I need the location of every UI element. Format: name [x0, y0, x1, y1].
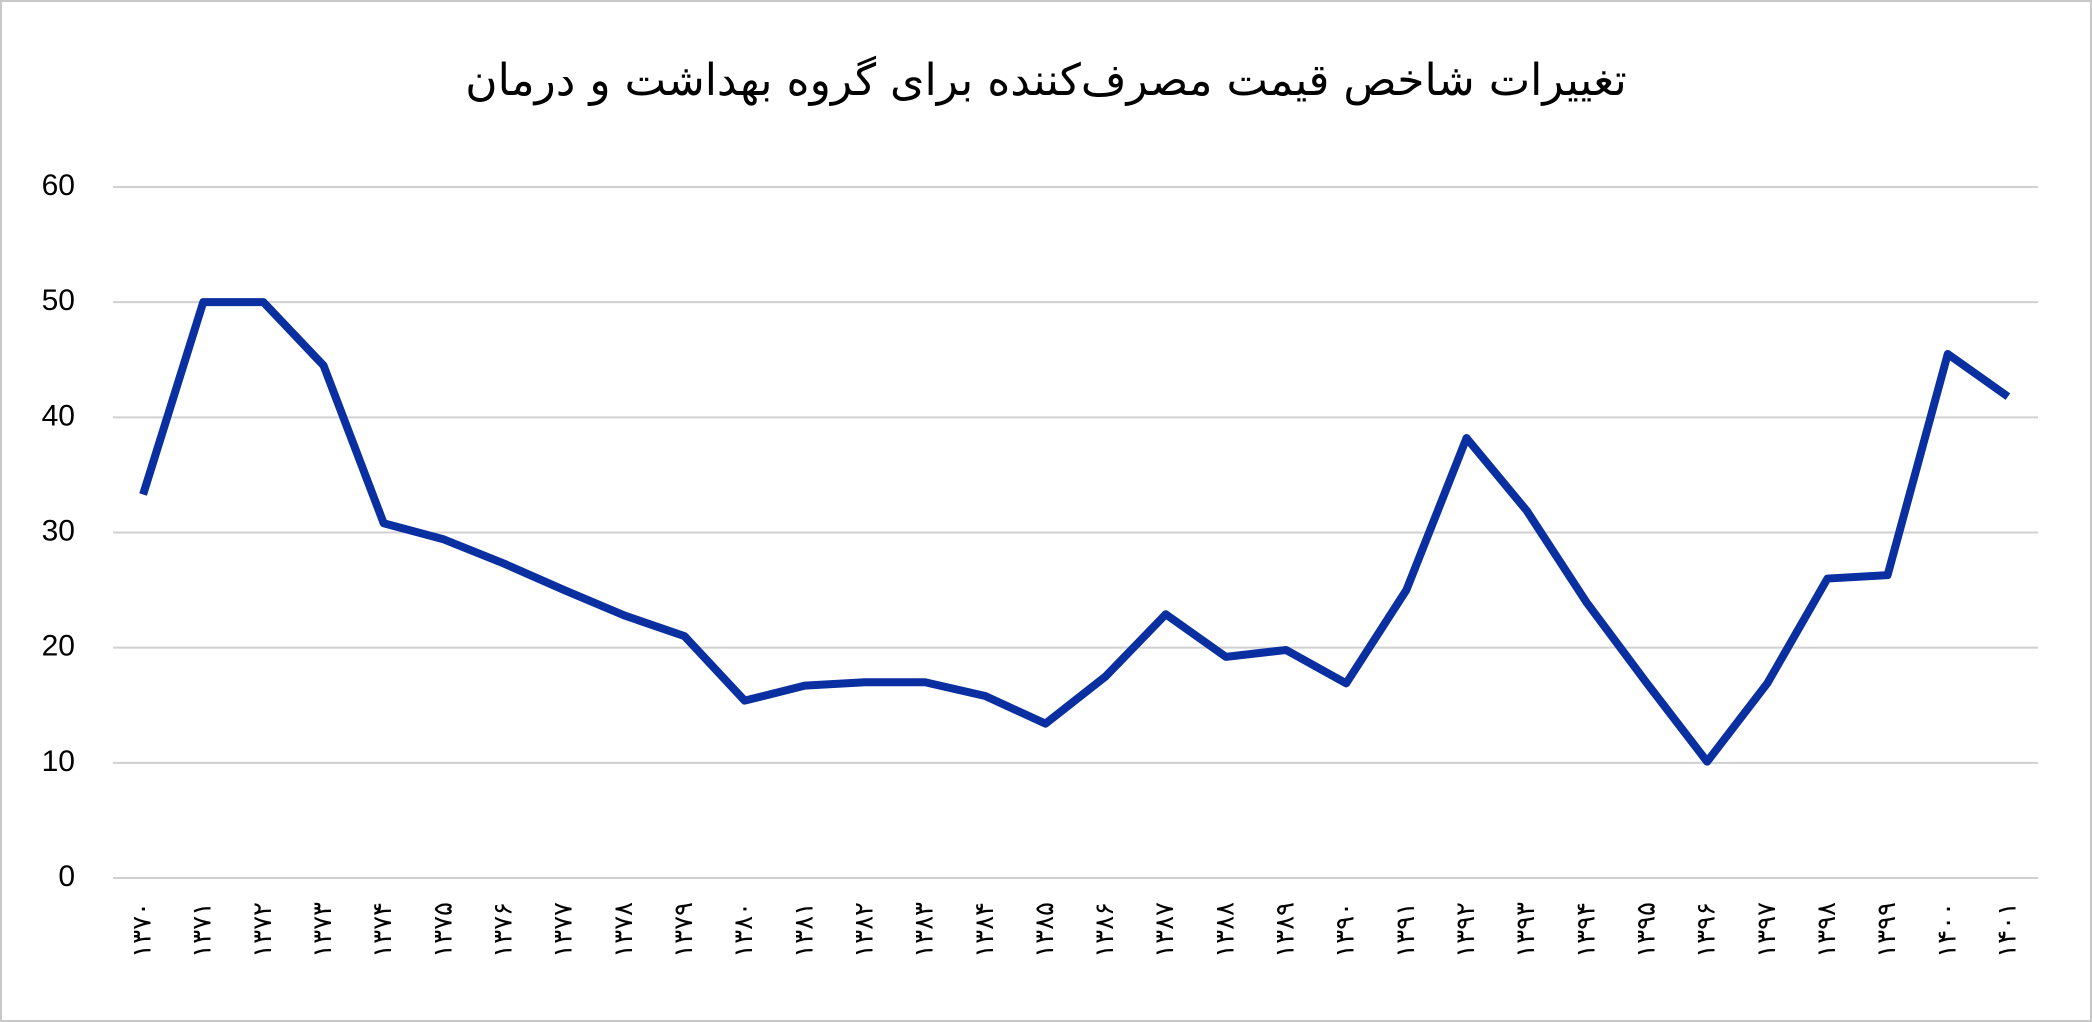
- x-tick-label: ۱۳۸۶: [1090, 902, 1120, 958]
- x-tick-label: ۱۳۸۹: [1271, 902, 1301, 958]
- chart-title: تغییرات شاخص قیمت مصرف‌کننده برای گروه ب…: [465, 55, 1626, 106]
- x-tick-label: ۱۳۷۳: [308, 902, 338, 958]
- x-tick-label: ۱۳۸۰: [729, 902, 759, 958]
- data-line: [139, 298, 2011, 766]
- x-tick-label: ۱۳۹۴: [1571, 902, 1601, 958]
- y-tick-label: 50: [42, 284, 75, 317]
- x-tick-label: ۱۳۸۴: [970, 902, 1000, 958]
- x-tick-label: ۱۳۷۹: [669, 902, 699, 958]
- y-tick-label: 40: [42, 399, 75, 432]
- x-tick-label: ۱۳۸۷: [1150, 902, 1180, 958]
- x-tick-label: ۱۳۹۸: [1812, 902, 1842, 958]
- x-tick-label: ۱۳۷۲: [248, 902, 278, 958]
- x-tick-label: ۱۳۷۵: [428, 902, 458, 958]
- x-tick-label: ۱۴۰۱: [1992, 902, 2022, 958]
- y-tick-label: 20: [42, 630, 75, 663]
- x-tick-label: ۱۴۰۰: [1932, 902, 1962, 958]
- x-tick-label: ۱۳۸۳: [910, 902, 940, 958]
- x-tick-label: ۱۳۷۷: [549, 902, 579, 958]
- x-tick-label: ۱۳۹۲: [1451, 902, 1481, 958]
- x-tick-label: ۱۳۹۵: [1631, 902, 1661, 958]
- x-tick-label: ۱۳۸۸: [1210, 902, 1240, 958]
- x-tick-label: ۱۳۸۵: [1030, 902, 1060, 958]
- x-tick-label: ۱۳۷۶: [489, 902, 519, 958]
- x-tick-label: ۱۳۷۰: [128, 902, 158, 958]
- x-tick-label: ۱۳۹۰: [1331, 902, 1361, 958]
- x-tick-label: ۱۳۹۶: [1692, 902, 1722, 958]
- x-tick-label: ۱۳۹۱: [1391, 902, 1421, 958]
- x-tick-label: ۱۳۹۹: [1872, 902, 1902, 958]
- x-tick-label: ۱۳۹۳: [1511, 902, 1541, 958]
- x-tick-label: ۱۳۸۱: [789, 902, 819, 958]
- x-tick-label: ۱۳۷۱: [188, 902, 218, 958]
- x-tick-label: ۱۳۷۸: [609, 902, 639, 958]
- y-tick-label: 60: [42, 169, 75, 202]
- x-tick-label: ۱۳۷۴: [368, 902, 398, 958]
- y-tick-label: 0: [58, 860, 75, 893]
- y-tick-label: 30: [42, 514, 75, 547]
- x-tick-label: ۱۳۸۲: [849, 902, 879, 958]
- x-tick-label: ۱۳۹۷: [1752, 902, 1782, 958]
- y-tick-label: 10: [42, 745, 75, 778]
